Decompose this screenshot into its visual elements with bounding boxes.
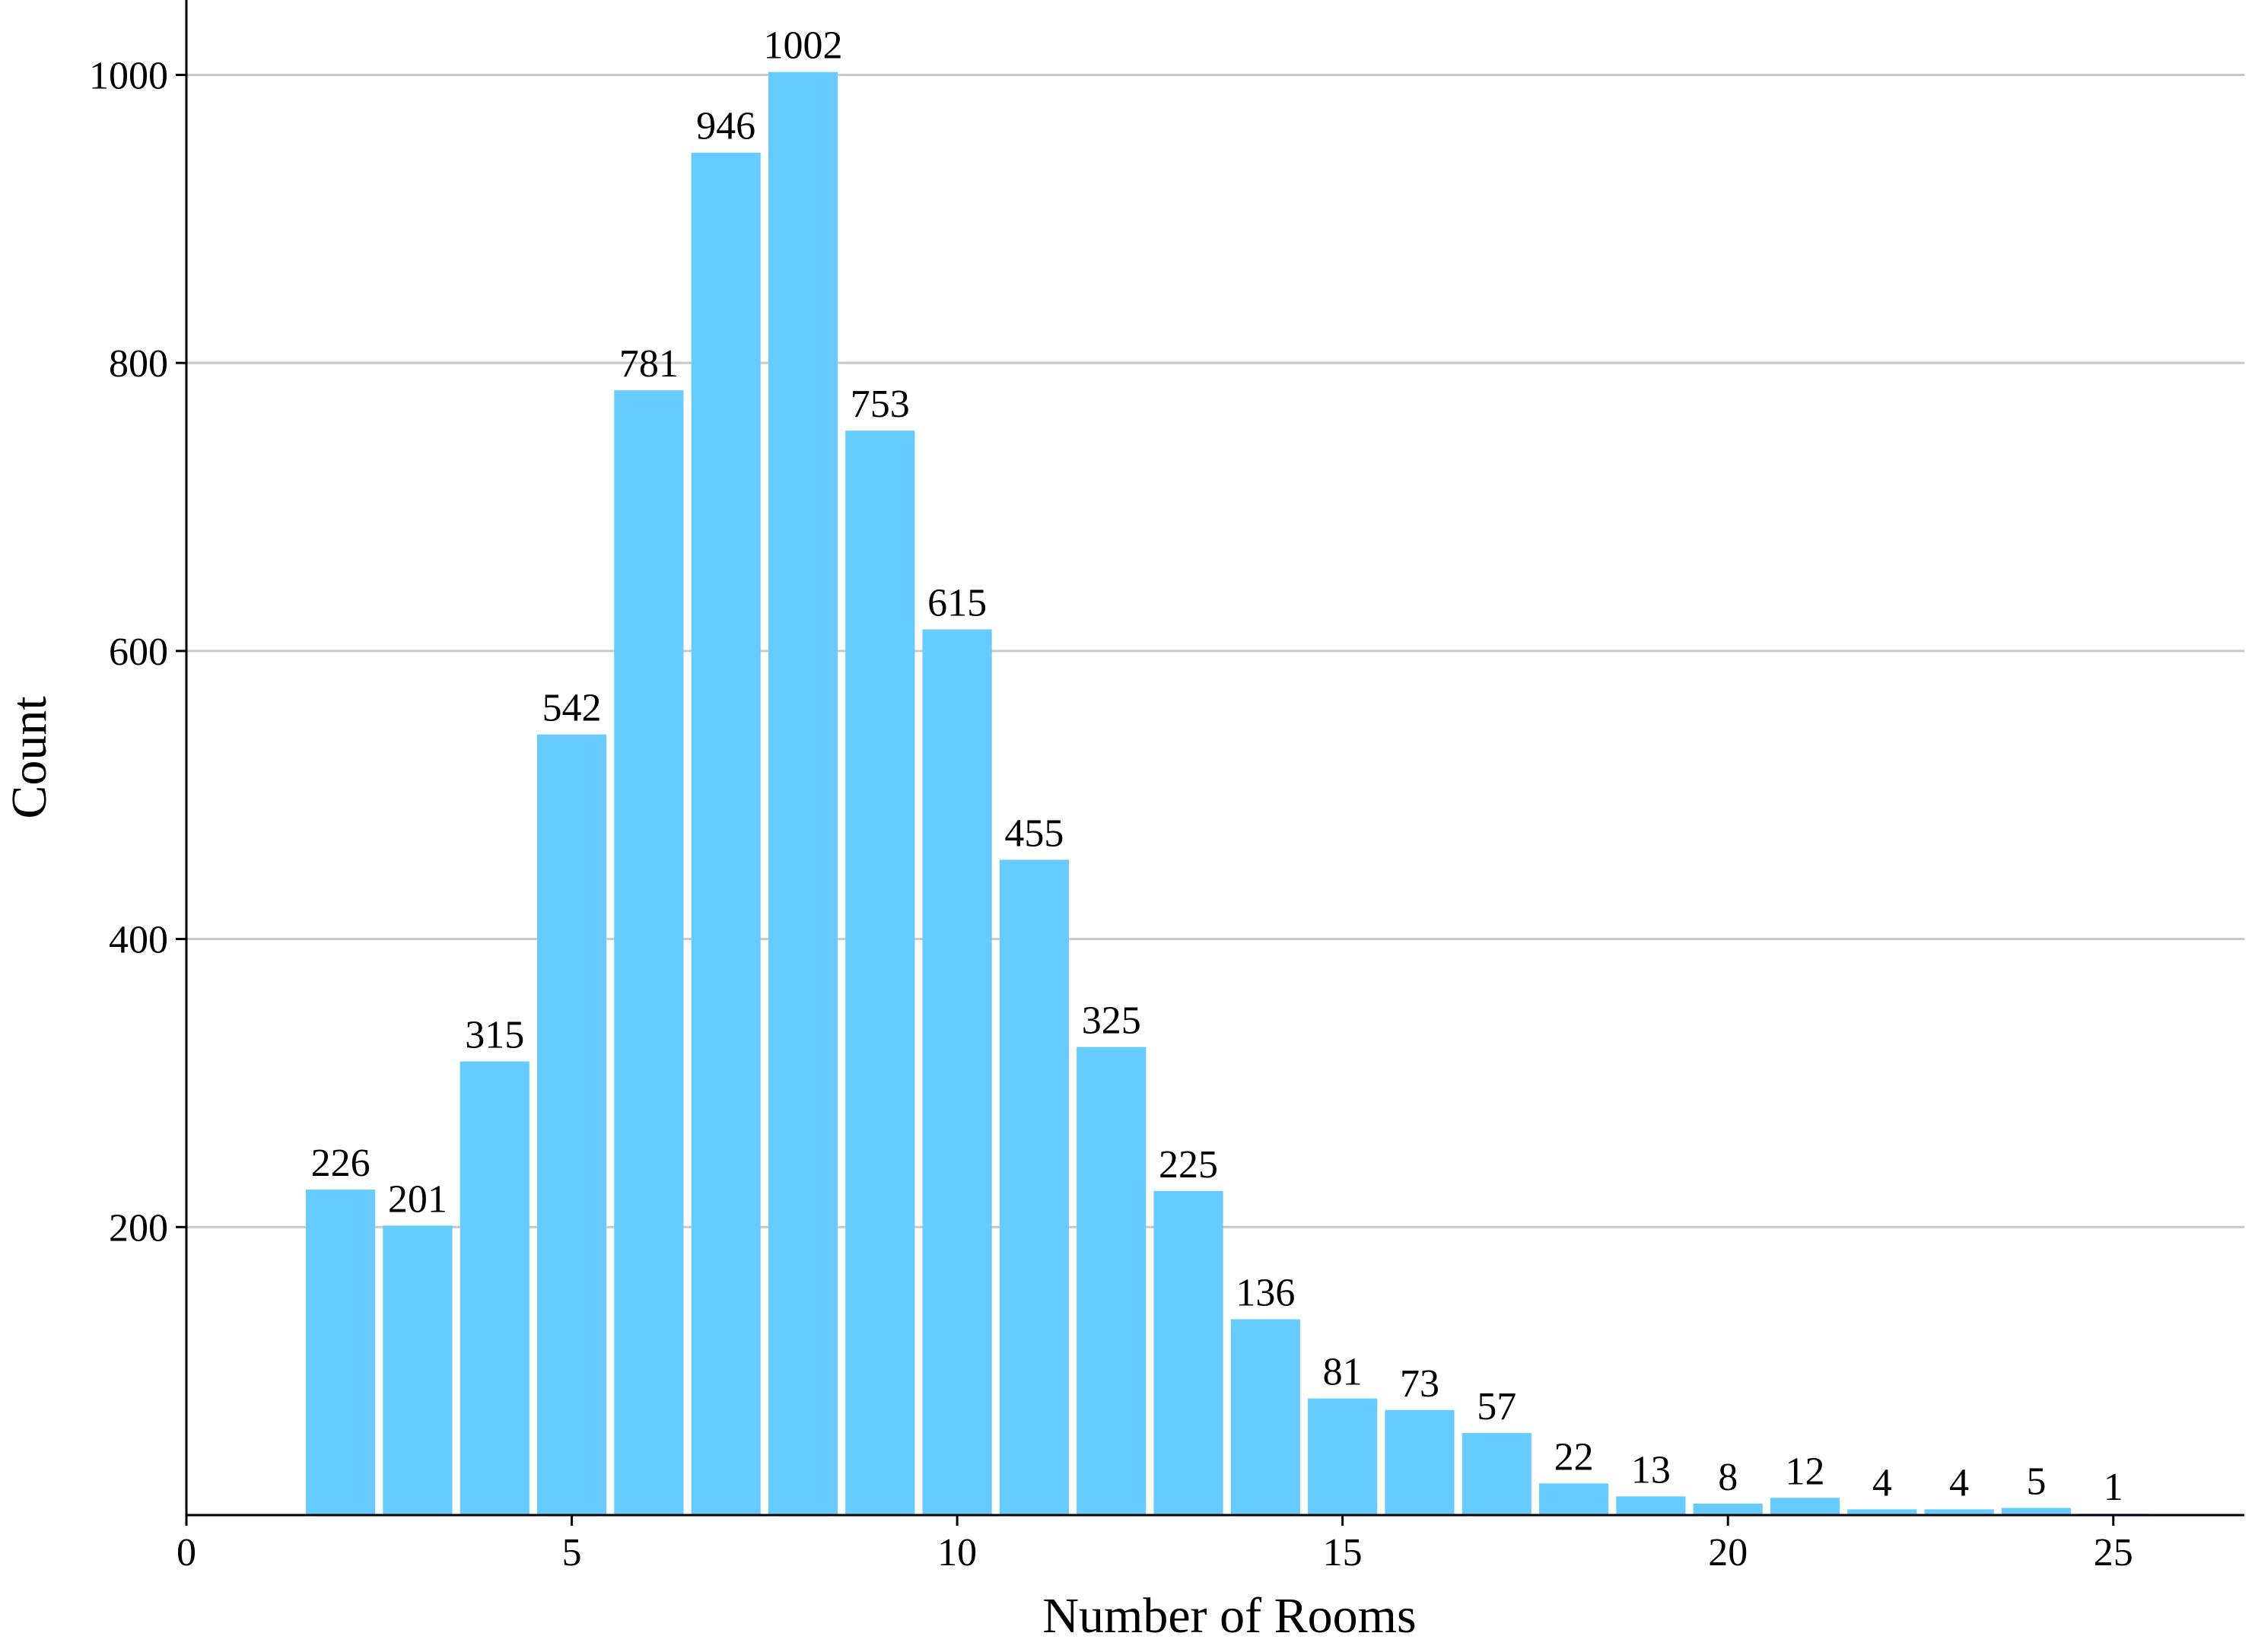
x-tick-label: 15	[1323, 1531, 1363, 1574]
bar-value-label: 8	[1718, 1456, 1738, 1499]
bar	[1153, 1190, 1223, 1515]
x-axis-title: Number of Rooms	[1042, 1588, 1416, 1644]
bar	[1539, 1483, 1609, 1515]
bar-value-label: 226	[311, 1142, 371, 1185]
y-tick-label: 600	[109, 631, 168, 674]
bar-value-label: 5	[2026, 1460, 2046, 1504]
bar-value-label: 22	[1554, 1435, 1594, 1479]
gridlines	[186, 73, 2244, 1228]
bar	[1693, 1503, 1763, 1515]
bar	[922, 629, 992, 1515]
bar	[1308, 1398, 1378, 1515]
bar	[1461, 1433, 1531, 1515]
bar-value-label: 946	[696, 105, 755, 148]
bar-value-label: 615	[927, 581, 987, 624]
bar-value-label: 4	[1872, 1461, 1892, 1504]
bar-value-label: 1	[2104, 1466, 2123, 1509]
y-tick-label: 1000	[89, 54, 168, 97]
bar	[306, 1190, 376, 1515]
y-tick-label: 200	[109, 1206, 168, 1250]
y-axis-title: Count	[2, 696, 57, 818]
bar-value-label: 1002	[763, 24, 842, 68]
bar	[999, 859, 1070, 1515]
bar-value-label: 325	[1082, 999, 1141, 1043]
bar	[768, 71, 838, 1516]
bar	[1770, 1498, 1840, 1515]
bar	[1847, 1509, 1917, 1515]
bar-value-label: 4	[1949, 1461, 1969, 1504]
bar-value-label: 753	[851, 383, 910, 426]
x-tick-label: 10	[937, 1531, 977, 1574]
bar	[614, 390, 684, 1515]
bar	[845, 430, 915, 1516]
bar	[536, 734, 607, 1516]
bar-value-label: 12	[1786, 1450, 1825, 1493]
bar-value-label: 225	[1159, 1143, 1218, 1187]
bar	[1077, 1047, 1147, 1515]
bar-value-label: 781	[619, 342, 679, 386]
bar-value-label: 136	[1236, 1271, 1295, 1314]
bar-value-label: 455	[1004, 812, 1064, 855]
bar	[460, 1061, 530, 1515]
bar	[2001, 1507, 2072, 1515]
bar-value-label: 57	[1477, 1385, 1516, 1428]
x-tick-label: 25	[2094, 1531, 2133, 1574]
bar-value-label: 315	[465, 1014, 524, 1057]
bar	[1924, 1509, 1994, 1515]
x-tick-label: 0	[177, 1531, 196, 1574]
bar-value-label: 13	[1631, 1448, 1671, 1492]
bar-value-label: 73	[1400, 1362, 1439, 1406]
bar-value-label: 542	[542, 687, 602, 730]
bar	[383, 1225, 453, 1515]
x-tick-label: 20	[1708, 1531, 1748, 1574]
bar	[1230, 1319, 1300, 1515]
bars	[306, 71, 2148, 1516]
bar	[1385, 1409, 1455, 1515]
y-tick-label: 400	[109, 919, 168, 962]
bar-value-label: 81	[1323, 1351, 1363, 1394]
y-tick-label: 800	[109, 342, 168, 386]
bar-value-label: 201	[388, 1177, 447, 1221]
data-labels: 2262013155427819461002753615455325225136…	[311, 24, 2123, 1509]
bar	[691, 152, 761, 1515]
bar	[1616, 1496, 1686, 1515]
x-tick-label: 5	[562, 1531, 582, 1574]
